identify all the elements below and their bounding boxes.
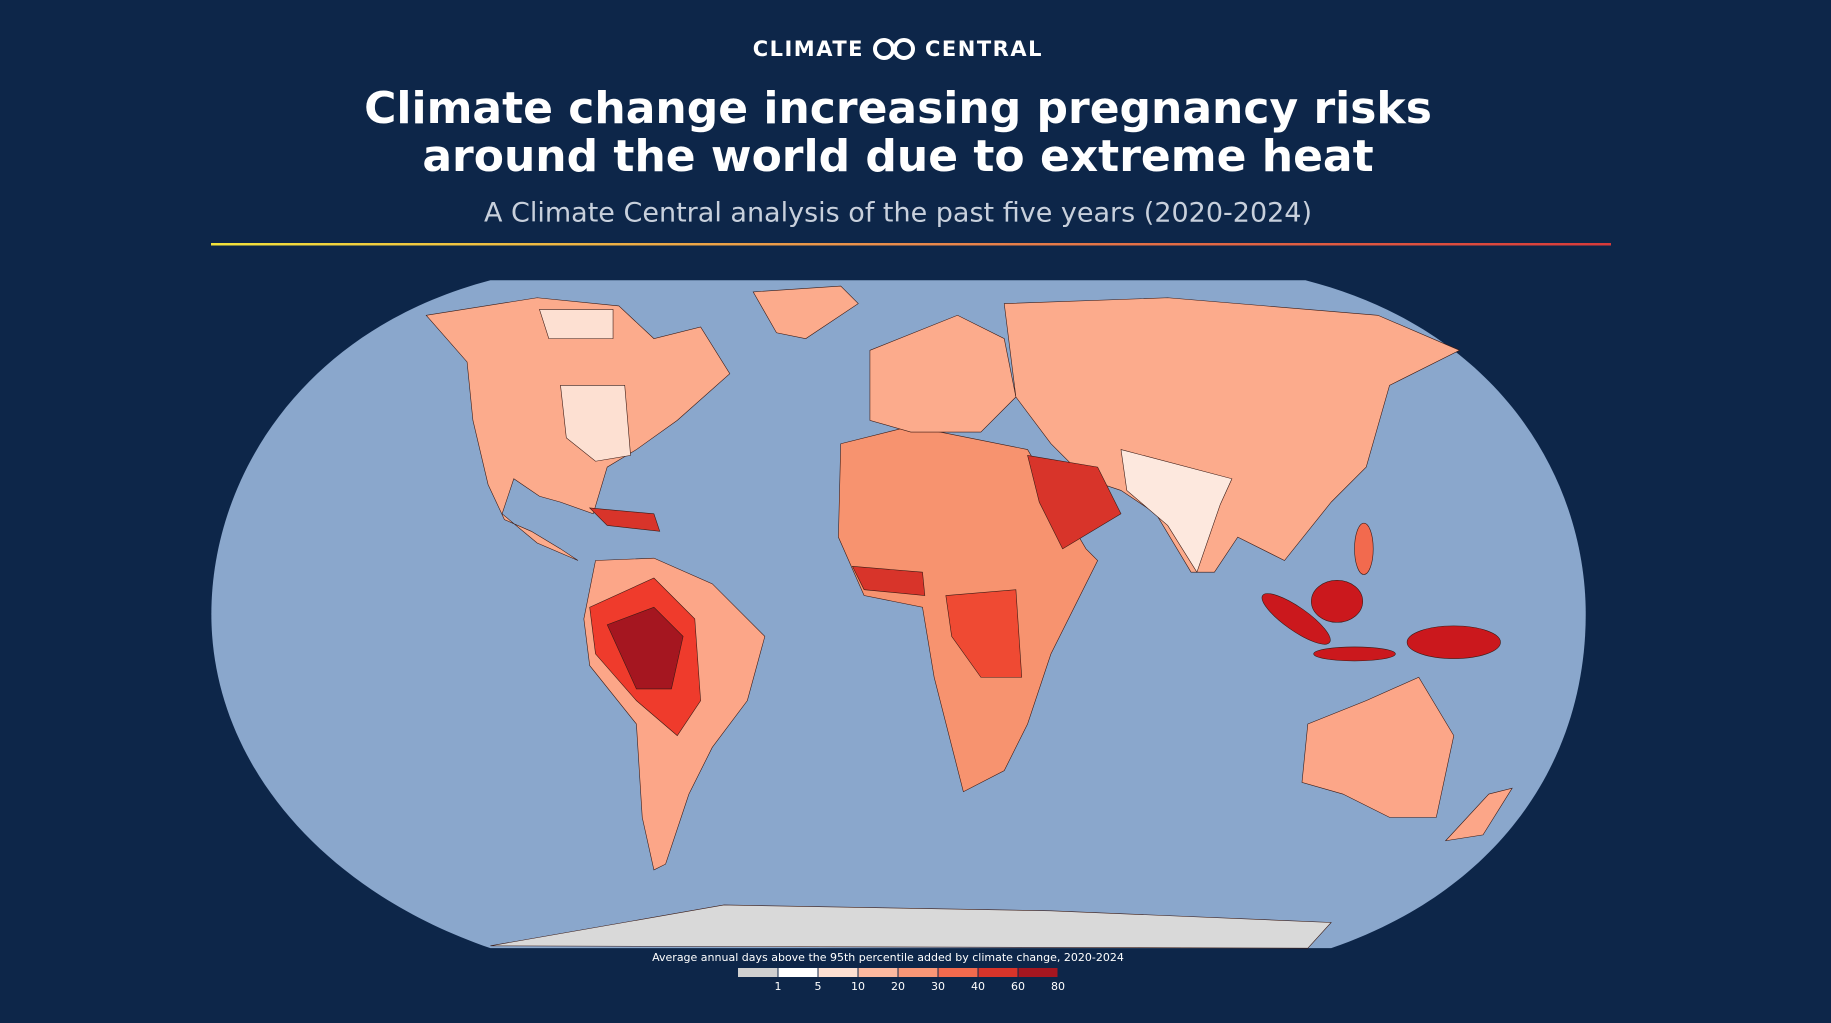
greenland [752, 285, 859, 339]
legend-swatch [938, 968, 978, 977]
india [1120, 449, 1233, 573]
central-africa [945, 589, 1023, 678]
legend-swatch [778, 968, 818, 977]
europe [869, 314, 1017, 433]
title-line: Climate change increasing pregnancy risk… [364, 83, 1432, 134]
legend-tick-label: 40 [971, 980, 985, 993]
arabia [1027, 455, 1122, 550]
legend: 1 5 10 20 30 40 60 80 [738, 968, 1065, 993]
world-map [211, 280, 1586, 949]
subtitle: A Climate Central analysis of the past f… [484, 198, 1312, 229]
legend-swatch [818, 968, 858, 977]
west-africa [851, 566, 926, 596]
legend-swatch [898, 968, 938, 977]
australia [1301, 676, 1455, 818]
title-line: around the world due to extreme heat [422, 131, 1373, 182]
java [1313, 646, 1396, 662]
legend-tick-label: 30 [931, 980, 945, 993]
borneo [1311, 580, 1363, 623]
antarctica [490, 904, 1332, 949]
legend-swatch [1018, 968, 1058, 977]
philippines [1354, 522, 1374, 575]
legend-swatch [738, 968, 778, 977]
divider [211, 243, 1611, 246]
new-guinea [1406, 625, 1501, 659]
brand-icon [873, 38, 915, 60]
legend-title: Average annual days above the 95th perce… [652, 951, 1124, 964]
legend-tick-label: 20 [891, 980, 905, 993]
canada-west [539, 309, 614, 339]
caribbean [588, 507, 661, 532]
legend-tick-label: 10 [851, 980, 865, 993]
legend-tick-label: 5 [815, 980, 822, 993]
new-zealand [1444, 787, 1513, 842]
legend-tick-label: 1 [775, 980, 782, 993]
sumatra [1261, 593, 1331, 645]
us-east [560, 385, 631, 462]
legend-tick-label: 60 [1011, 980, 1025, 993]
legend-swatch [858, 968, 898, 977]
brand-right: CENTRAL [925, 37, 1043, 61]
brand-left: CLIMATE [753, 37, 864, 61]
amazon-core [606, 606, 684, 690]
legend-swatch [978, 968, 1018, 977]
legend-tick-label: 80 [1051, 980, 1065, 993]
